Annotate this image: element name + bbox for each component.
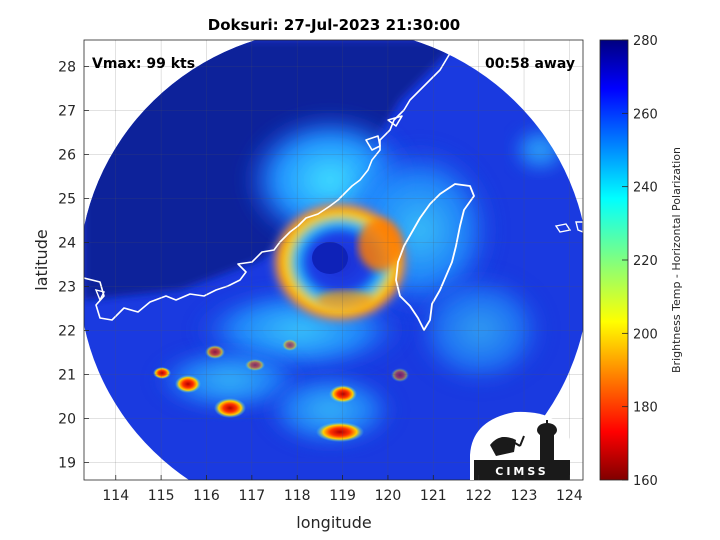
colorbar-label: Brightness Temp - Horizontal Polarizatio…: [670, 147, 683, 373]
y-tick-label: 28: [58, 59, 76, 75]
y-tick-label: 24: [58, 235, 76, 251]
colorbar: 160 180 200 220 240 260 280 Brightness Temp - …: [599, 34, 683, 489]
y-tick-label: 27: [58, 103, 76, 119]
y-tick-label: 20: [58, 411, 76, 427]
x-axis-ticks: 114 115 116 117 118 119 120 121 122 123 124: [102, 475, 583, 504]
colorbar-tick-label: 180: [633, 401, 658, 416]
colorbar-tick-label: 240: [633, 181, 658, 196]
colorbar-tick-label: 220: [633, 254, 658, 269]
colorbar-tick-label: 200: [633, 327, 658, 342]
x-tick-label: 124: [556, 488, 583, 504]
x-axis-label: longitude: [296, 513, 371, 532]
y-tick-label: 21: [58, 367, 76, 383]
taiwan-outline: [395, 183, 475, 331]
y-tick-label: 22: [58, 323, 76, 339]
coastline: [84, 40, 461, 321]
x-tick-label: 121: [420, 488, 447, 504]
brightness-temperature-swath: [84, 40, 583, 480]
x-tick-label: 122: [465, 488, 492, 504]
y-tick-label: 23: [58, 279, 76, 295]
logo-text: CIMSS: [495, 465, 548, 478]
cimss-logo: CIMSS: [470, 411, 570, 480]
y-tick-label: 25: [58, 191, 76, 207]
plot-area: [83, 39, 584, 481]
x-tick-label: 114: [102, 488, 129, 504]
vmax-label: Vmax: 99 kts: [92, 56, 195, 72]
x-tick-label: 117: [238, 488, 265, 504]
small-islands: [94, 221, 583, 302]
colorbar-tick-label: 160: [633, 474, 658, 489]
x-tick-label: 118: [284, 488, 311, 504]
y-axis-ticks: 19 20 21 22 23 24 25 26 27 28: [58, 59, 89, 471]
figure-title: Doksuri: 27-Jul-2023 21:30:00: [208, 16, 460, 34]
y-tick-label: 26: [58, 147, 76, 163]
x-tick-label: 123: [511, 488, 538, 504]
x-tick-label: 119: [329, 488, 356, 504]
y-axis-label: latitude: [32, 229, 51, 290]
colorbar-tick-label: 260: [633, 107, 658, 122]
time-away-label: 00:58 away: [485, 56, 575, 72]
colorbar-tick-label: 280: [633, 34, 658, 49]
x-tick-label: 115: [148, 488, 175, 504]
colorbar-ticks: 160 180 200 220 240 260 280: [622, 34, 658, 489]
x-tick-label: 120: [375, 488, 402, 504]
x-tick-label: 116: [193, 488, 220, 504]
y-tick-label: 19: [58, 455, 76, 471]
